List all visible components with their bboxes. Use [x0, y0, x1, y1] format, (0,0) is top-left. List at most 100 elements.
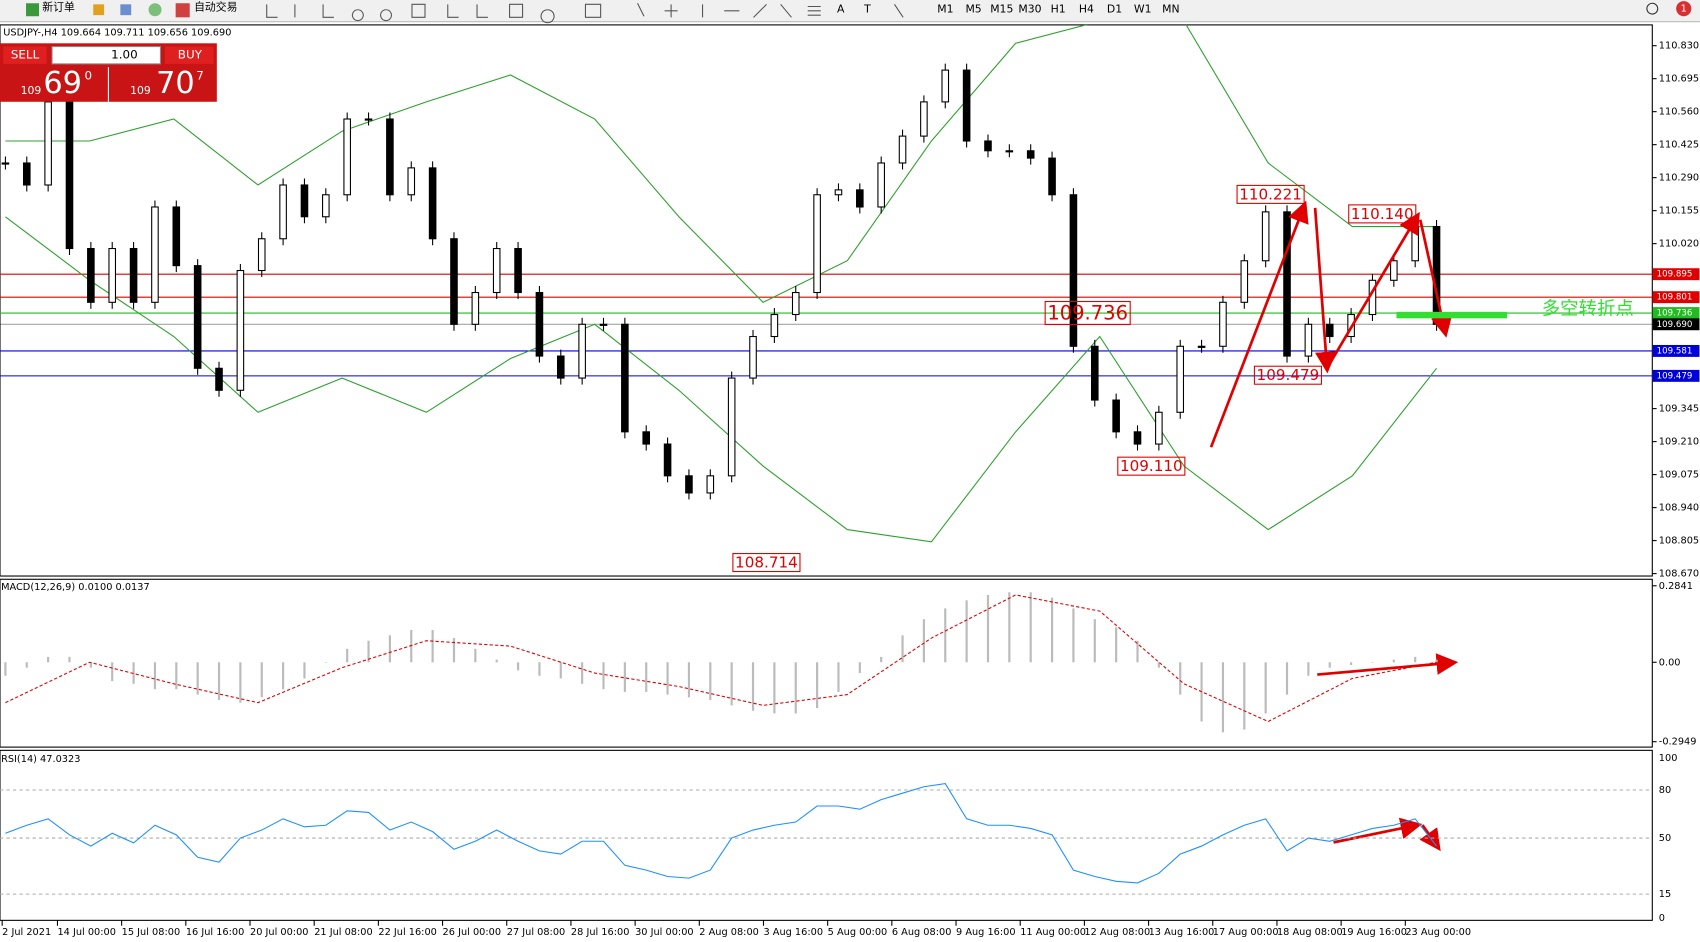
level-tag — [1652, 291, 1700, 304]
macd-bar — [1307, 662, 1310, 676]
macd-bar — [1350, 662, 1353, 665]
chart-header: USDJPY-,H4 109.664 109.711 109.656 109.6… — [3, 27, 231, 38]
notification-badge[interactable] — [1676, 1, 1692, 17]
macd-bar — [303, 662, 306, 679]
macd-bar — [196, 662, 199, 695]
x-tick-label: 13 Aug 16:00 — [1149, 927, 1215, 938]
candle — [535, 291, 544, 357]
macd-bar — [346, 648, 349, 663]
timeframe-button[interactable]: M5 — [965, 3, 981, 16]
macd-bar — [559, 662, 562, 679]
y-tick-label: 108.805 — [1659, 536, 1699, 547]
buy-button[interactable] — [164, 46, 214, 64]
macd-bar — [153, 662, 157, 690]
pivot-note: 多空转折点 — [1542, 299, 1634, 320]
timeframe-button[interactable]: W1 — [1134, 3, 1152, 16]
macd-bar — [68, 656, 71, 663]
timeframe-bar: M1 M5 M15 M30 H1 H4 D1 W1 MN — [937, 3, 1179, 16]
y-tick-label: 110.425 — [1659, 140, 1699, 151]
candle — [471, 291, 480, 325]
lots-input[interactable] — [51, 46, 162, 65]
x-tick-label: 27 Jul 08:00 — [507, 927, 566, 938]
macd-bar — [922, 619, 925, 663]
price-annotation: 110.140 — [1351, 205, 1414, 223]
candle — [898, 135, 907, 164]
timeframe-button[interactable]: M30 — [1018, 3, 1041, 16]
notification-count: 1 — [1681, 4, 1687, 15]
macd-bar — [581, 662, 584, 684]
bollinger-lower — [5, 216, 1437, 543]
macd-bar — [1072, 608, 1075, 663]
candle — [920, 101, 928, 137]
candle — [984, 140, 992, 152]
timeframe-button[interactable]: MN — [1162, 3, 1179, 16]
candle — [791, 291, 800, 316]
macd-bar — [495, 659, 498, 663]
sell-button[interactable] — [3, 46, 47, 64]
candle — [962, 69, 971, 142]
timeframe-button[interactable]: M1 — [937, 3, 953, 16]
candle — [87, 247, 95, 303]
tool-icon[interactable] — [148, 3, 162, 17]
y-tick-label: 110.290 — [1659, 173, 1699, 184]
y-tick-label: 110.155 — [1659, 206, 1699, 217]
candle — [1069, 194, 1078, 347]
tool-icon[interactable] — [120, 4, 132, 16]
candle — [172, 206, 181, 267]
macd-bar — [324, 662, 327, 663]
macd-bar — [1285, 662, 1289, 695]
trend-arrows — [1209, 200, 1459, 852]
candle — [44, 101, 52, 186]
macd-label: MACD(12,26,9) 0.0100 0.0137 — [1, 582, 150, 593]
level-tag-label: 109.690 — [1657, 320, 1693, 330]
new-order-icon[interactable] — [26, 3, 40, 17]
drawing-tools[interactable] — [266, 3, 904, 24]
candle — [279, 184, 287, 240]
macd-bar — [1414, 656, 1417, 663]
candle — [343, 118, 351, 196]
timeframe-button[interactable]: H4 — [1079, 3, 1094, 16]
timeframe-button[interactable]: H1 — [1051, 3, 1066, 16]
sell-big: 109 — [21, 84, 42, 97]
x-tick-label: 2 Jul 2021 — [2, 927, 51, 938]
macd-bar — [1179, 662, 1182, 695]
y-tick-label: 50 — [1659, 833, 1671, 844]
candle — [1390, 260, 1398, 281]
timeframe-button[interactable]: D1 — [1107, 3, 1122, 16]
new-order-button[interactable]: 新订单 — [42, 0, 75, 14]
candle — [322, 194, 330, 218]
macd-bar — [474, 648, 477, 663]
x-tick-label: 6 Aug 08:00 — [892, 927, 952, 938]
timeframe-button[interactable]: M15 — [990, 3, 1013, 16]
tool-icon[interactable] — [93, 4, 105, 16]
y-tick-label: 108.670 — [1659, 569, 1699, 580]
trade-panel: SELL 1.00 BUY 109 69 0 109 70 7 — [0, 43, 217, 102]
candle — [300, 184, 309, 218]
search-icon[interactable] — [1646, 2, 1659, 15]
macd-bar — [538, 662, 541, 676]
macd-bar — [1392, 659, 1395, 663]
candle — [1176, 345, 1185, 413]
price-annotation: 109.110 — [1120, 457, 1183, 475]
macd-bar — [645, 662, 648, 692]
sell-pips: 69 — [43, 66, 82, 101]
macd-bar — [260, 662, 263, 698]
macd-bar — [858, 662, 861, 674]
candle — [1240, 260, 1249, 303]
x-tick-label: 18 Aug 08:00 — [1277, 927, 1343, 938]
auto-trade-button[interactable]: 自动交易 — [194, 0, 237, 14]
macd-bar — [623, 662, 626, 692]
auto-trade-icon[interactable] — [175, 3, 190, 18]
macd-bar — [25, 662, 28, 668]
candle — [450, 238, 458, 325]
label-tool[interactable]: T — [863, 3, 871, 16]
macd-bar — [367, 640, 370, 663]
y-tick-label: 109.210 — [1659, 437, 1699, 448]
level-tag-label: 109.801 — [1657, 293, 1693, 303]
macd-bar — [837, 662, 840, 692]
text-tool[interactable]: A — [837, 3, 845, 16]
macd-bar — [1328, 662, 1331, 668]
x-tick-label: 3 Aug 16:00 — [763, 927, 823, 938]
macd-bar — [773, 662, 776, 714]
